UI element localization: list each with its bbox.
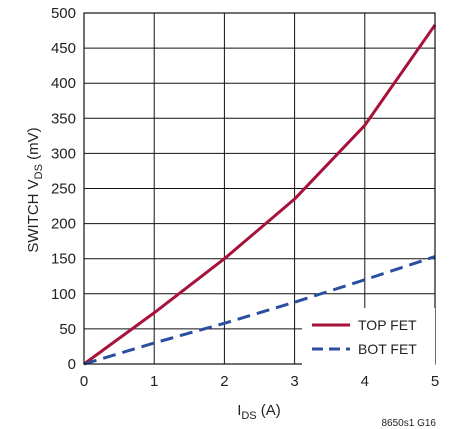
y-tick-label: 450 <box>51 40 76 57</box>
legend-label-bot-fet: BOT FET <box>358 341 417 357</box>
series-layer <box>83 24 437 366</box>
y-tick-label: 500 <box>51 5 76 22</box>
y-tick-label: 100 <box>51 286 76 303</box>
x-tick-label: 0 <box>80 373 88 390</box>
legend: TOP FET BOT FET <box>302 308 435 365</box>
series-line-top-fet <box>83 24 437 366</box>
y-tick-label: 350 <box>51 110 76 127</box>
y-tick-label: 250 <box>51 181 76 198</box>
x-axis-label-unit: (A) <box>257 402 281 419</box>
y-tick-label: 300 <box>51 145 76 162</box>
y-tick-label: 400 <box>51 75 76 92</box>
legend-label-top-fet: TOP FET <box>358 317 417 333</box>
y-axis-label-sub: DS <box>33 164 45 179</box>
x-axis-label-sub: DS <box>241 410 256 422</box>
plot-frame <box>83 12 436 365</box>
y-axis-label-unit: (mV) <box>25 127 42 164</box>
x-axis-label: IDS (A) <box>237 402 281 422</box>
x-tick-labels: 0 1 2 3 4 5 <box>80 373 439 390</box>
series-line-bot-fet <box>83 255 436 366</box>
x-tick-label: 5 <box>431 373 439 390</box>
y-tick-label: 50 <box>59 321 76 338</box>
x-tick-label: 1 <box>150 373 158 390</box>
y-axis-label-main: SWITCH V <box>25 179 42 252</box>
y-tick-labels: 0 50 100 150 200 250 300 350 400 450 500 <box>51 5 76 373</box>
x-tick-label: 3 <box>290 373 298 390</box>
x-tick-label: 4 <box>361 373 369 390</box>
y-tick-label: 150 <box>51 251 76 268</box>
x-axis-label-main: I <box>237 402 241 419</box>
figure-footnote: 8650s1 G16 <box>382 418 437 429</box>
y-tick-label: 0 <box>68 356 76 373</box>
y-axis-label: SWITCH VDS (mV) <box>25 127 45 252</box>
x-tick-label: 2 <box>220 373 228 390</box>
y-tick-label: 200 <box>51 216 76 233</box>
legend-box <box>302 308 435 365</box>
